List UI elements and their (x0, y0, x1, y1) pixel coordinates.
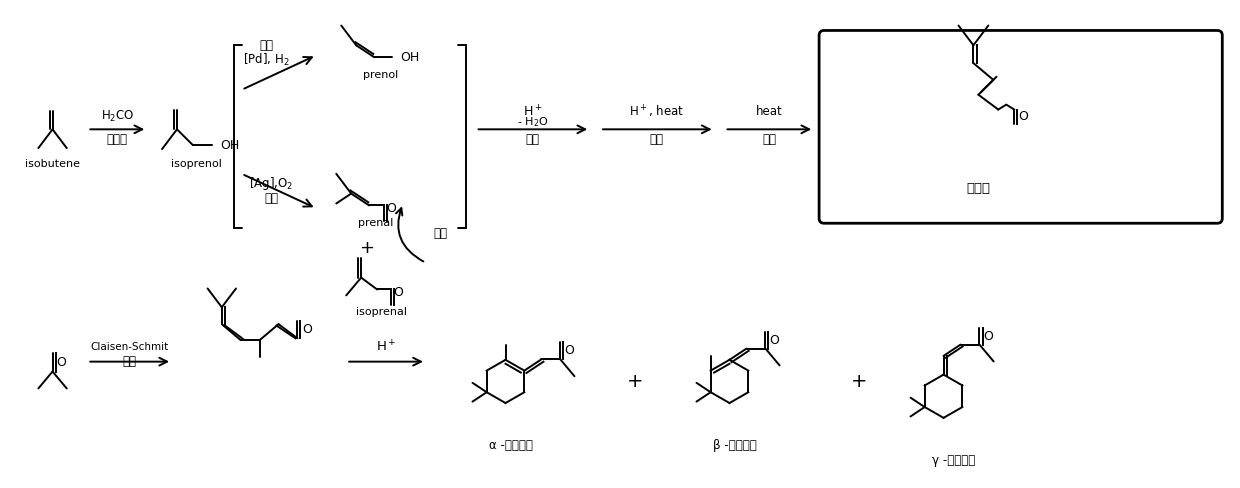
Text: - H$_2$O: - H$_2$O (517, 116, 548, 129)
Text: H$_2$CO: H$_2$CO (100, 109, 134, 124)
Text: O: O (770, 334, 780, 346)
Text: β -紫罗兰酮: β -紫罗兰酮 (713, 439, 756, 452)
Text: prenal: prenal (358, 218, 394, 228)
Text: O: O (564, 345, 574, 357)
Text: isoprenal: isoprenal (356, 307, 407, 317)
Text: 普林斯: 普林斯 (107, 133, 128, 146)
Text: α -紫罗兰酮: α -紫罗兰酮 (489, 439, 532, 452)
Text: +: + (358, 239, 373, 257)
Text: 缩合: 缩合 (123, 355, 136, 368)
Text: O: O (386, 202, 396, 215)
Text: prenol: prenol (363, 70, 399, 80)
Text: OH: OH (219, 139, 239, 152)
Text: 异构: 异构 (259, 39, 274, 52)
Text: H$^+$: H$^+$ (376, 339, 397, 354)
Text: 缩合: 缩合 (526, 133, 539, 146)
Text: O: O (303, 324, 311, 336)
Text: H$^+$: H$^+$ (522, 104, 542, 119)
Text: 裂解: 裂解 (650, 133, 663, 146)
Text: 氧化: 氧化 (264, 192, 279, 205)
Text: [Ag],O$_2$: [Ag],O$_2$ (249, 175, 294, 192)
Text: O: O (56, 356, 66, 368)
Text: +: + (626, 372, 644, 391)
Text: [Pd], H$_2$: [Pd], H$_2$ (243, 52, 290, 68)
Text: heat: heat (756, 105, 782, 118)
Text: 转位: 转位 (434, 226, 448, 240)
Text: isoprenol: isoprenol (171, 159, 222, 169)
Text: 重排: 重排 (763, 133, 776, 146)
Text: O: O (1018, 110, 1028, 123)
FancyBboxPatch shape (820, 30, 1223, 223)
Text: +: + (851, 372, 867, 391)
Text: Claisen-Schmit: Claisen-Schmit (91, 342, 169, 352)
Text: O: O (393, 286, 403, 299)
Text: O: O (983, 329, 993, 343)
Text: H$^+$, heat: H$^+$, heat (629, 103, 684, 120)
Text: OH: OH (401, 51, 419, 63)
Text: γ -紫罗兰酮: γ -紫罗兰酮 (932, 454, 975, 467)
Text: 柠樼醒: 柠樼醒 (966, 182, 991, 195)
Text: isobutene: isobutene (25, 159, 81, 169)
